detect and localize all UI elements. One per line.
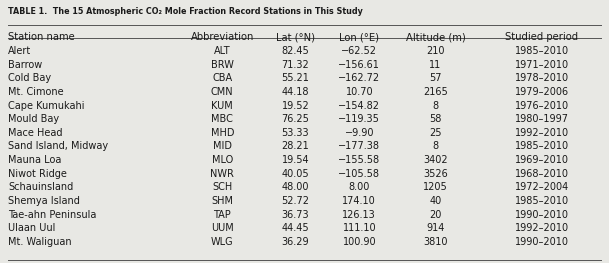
- Text: 57: 57: [429, 73, 442, 83]
- Text: SHM: SHM: [211, 196, 233, 206]
- Text: 71.32: 71.32: [281, 60, 309, 70]
- Text: 1990–2010: 1990–2010: [515, 237, 569, 247]
- Text: 1992–2010: 1992–2010: [515, 223, 569, 233]
- Text: CBA: CBA: [212, 73, 233, 83]
- Text: −156.61: −156.61: [339, 60, 380, 70]
- Text: Mt. Waliguan: Mt. Waliguan: [8, 237, 71, 247]
- Text: BRW: BRW: [211, 60, 234, 70]
- Text: −155.58: −155.58: [338, 155, 381, 165]
- Text: UUM: UUM: [211, 223, 234, 233]
- Text: Schauinsland: Schauinsland: [8, 182, 73, 192]
- Text: 53.33: 53.33: [281, 128, 309, 138]
- Text: 1205: 1205: [423, 182, 448, 192]
- Text: Mould Bay: Mould Bay: [8, 114, 59, 124]
- Text: 210: 210: [426, 46, 445, 56]
- Text: 44.45: 44.45: [281, 223, 309, 233]
- Text: 20: 20: [429, 210, 442, 220]
- Text: 44.18: 44.18: [281, 87, 309, 97]
- Text: SCH: SCH: [212, 182, 233, 192]
- Text: −119.35: −119.35: [339, 114, 380, 124]
- Text: Sand Island, Midway: Sand Island, Midway: [8, 141, 108, 151]
- Text: 55.21: 55.21: [281, 73, 309, 83]
- Text: 40: 40: [429, 196, 442, 206]
- Text: 36.73: 36.73: [281, 210, 309, 220]
- Text: 1972–2004: 1972–2004: [515, 182, 569, 192]
- Text: 40.05: 40.05: [281, 169, 309, 179]
- Text: 48.00: 48.00: [281, 182, 309, 192]
- Text: MBC: MBC: [211, 114, 233, 124]
- Text: 1980–1997: 1980–1997: [515, 114, 569, 124]
- Text: 1985–2010: 1985–2010: [515, 196, 569, 206]
- Text: 1985–2010: 1985–2010: [515, 46, 569, 56]
- Text: 1978–2010: 1978–2010: [515, 73, 569, 83]
- Text: Mt. Cimone: Mt. Cimone: [8, 87, 63, 97]
- Text: −9.90: −9.90: [345, 128, 374, 138]
- Text: TAP: TAP: [213, 210, 231, 220]
- Text: Mauna Loa: Mauna Loa: [8, 155, 62, 165]
- Text: 3810: 3810: [423, 237, 448, 247]
- Text: 174.10: 174.10: [342, 196, 376, 206]
- Text: 11: 11: [429, 60, 442, 70]
- Text: Shemya Island: Shemya Island: [8, 196, 80, 206]
- Text: 19.52: 19.52: [281, 100, 309, 110]
- Text: 36.29: 36.29: [281, 237, 309, 247]
- Text: 3402: 3402: [423, 155, 448, 165]
- Text: Alert: Alert: [8, 46, 31, 56]
- Text: 1992–2010: 1992–2010: [515, 128, 569, 138]
- Text: KUM: KUM: [211, 100, 233, 110]
- Text: Lat (°N): Lat (°N): [276, 32, 315, 42]
- Text: MID: MID: [213, 141, 232, 151]
- Text: Ulaan Uul: Ulaan Uul: [8, 223, 55, 233]
- Text: 1968–2010: 1968–2010: [515, 169, 569, 179]
- Text: −62.52: −62.52: [341, 46, 378, 56]
- Text: Barrow: Barrow: [8, 60, 42, 70]
- Text: Tae-ahn Peninsula: Tae-ahn Peninsula: [8, 210, 96, 220]
- Text: 25: 25: [429, 128, 442, 138]
- Text: WLG: WLG: [211, 237, 234, 247]
- Text: 28.21: 28.21: [281, 141, 309, 151]
- Text: −105.58: −105.58: [339, 169, 380, 179]
- Text: 111.10: 111.10: [342, 223, 376, 233]
- Text: −162.72: −162.72: [338, 73, 381, 83]
- Text: Studied period: Studied period: [505, 32, 579, 42]
- Text: 3526: 3526: [423, 169, 448, 179]
- Text: Niwot Ridge: Niwot Ridge: [8, 169, 67, 179]
- Text: NWR: NWR: [210, 169, 234, 179]
- Text: Abbreviation: Abbreviation: [191, 32, 254, 42]
- Text: 1976–2010: 1976–2010: [515, 100, 569, 110]
- Text: 1985–2010: 1985–2010: [515, 141, 569, 151]
- Text: CMN: CMN: [211, 87, 234, 97]
- Text: TABLE 1.  The 15 Atmospheric CO₂ Mole Fraction Record Stations in This Study: TABLE 1. The 15 Atmospheric CO₂ Mole Fra…: [8, 7, 363, 16]
- Text: ALT: ALT: [214, 46, 231, 56]
- Text: MHD: MHD: [211, 128, 234, 138]
- Text: 52.72: 52.72: [281, 196, 309, 206]
- Text: 19.54: 19.54: [281, 155, 309, 165]
- Text: 8.00: 8.00: [348, 182, 370, 192]
- Text: MLO: MLO: [212, 155, 233, 165]
- Text: 82.45: 82.45: [281, 46, 309, 56]
- Text: Station name: Station name: [8, 32, 75, 42]
- Text: 1971–2010: 1971–2010: [515, 60, 569, 70]
- Text: 1990–2010: 1990–2010: [515, 210, 569, 220]
- Text: Lon (°E): Lon (°E): [339, 32, 379, 42]
- Text: −177.38: −177.38: [339, 141, 380, 151]
- Text: Cape Kumukahi: Cape Kumukahi: [8, 100, 85, 110]
- Text: 76.25: 76.25: [281, 114, 309, 124]
- Text: 1969–2010: 1969–2010: [515, 155, 569, 165]
- Text: 8: 8: [432, 100, 438, 110]
- Text: Mace Head: Mace Head: [8, 128, 62, 138]
- Text: Altitude (m): Altitude (m): [406, 32, 465, 42]
- Text: 1979–2006: 1979–2006: [515, 87, 569, 97]
- Text: 100.90: 100.90: [342, 237, 376, 247]
- Text: 10.70: 10.70: [345, 87, 373, 97]
- Text: 8: 8: [432, 141, 438, 151]
- Text: −154.82: −154.82: [339, 100, 380, 110]
- Text: 2165: 2165: [423, 87, 448, 97]
- Text: 914: 914: [426, 223, 445, 233]
- Text: 126.13: 126.13: [342, 210, 376, 220]
- Text: Cold Bay: Cold Bay: [8, 73, 51, 83]
- Text: 58: 58: [429, 114, 442, 124]
